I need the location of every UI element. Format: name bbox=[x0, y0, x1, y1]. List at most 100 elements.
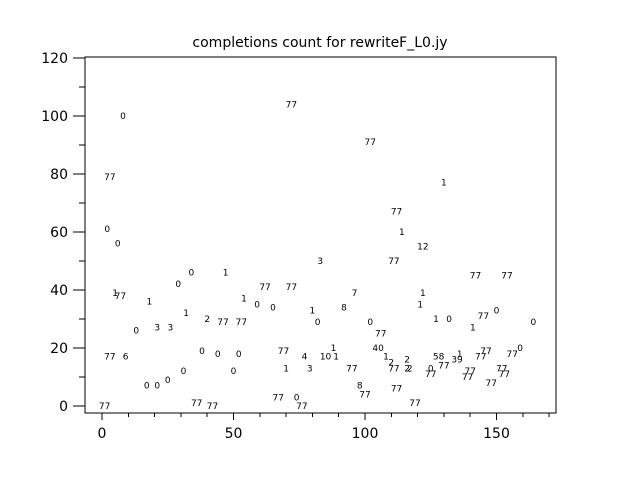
y-tick-label: 60 bbox=[50, 225, 68, 241]
data-point-label: 0 bbox=[199, 347, 205, 357]
data-point-label: 0 bbox=[133, 327, 139, 337]
data-point-label: 8 bbox=[357, 382, 363, 392]
data-point-label: 77 bbox=[425, 370, 436, 380]
chart-title: completions count for rewriteF_L0.jy bbox=[192, 35, 447, 51]
data-point-label: 77 bbox=[115, 292, 126, 302]
data-point-label: 0 bbox=[175, 280, 181, 290]
data-point-label: 1 bbox=[433, 315, 439, 325]
data-point-label: 77 bbox=[438, 361, 449, 371]
data-point-label: 1 bbox=[146, 298, 152, 308]
data-point-label: 77 bbox=[278, 347, 289, 357]
y-tick-label: 120 bbox=[41, 51, 68, 67]
data-point-label: 1 bbox=[241, 295, 247, 305]
data-point-label: 8 bbox=[341, 303, 347, 313]
data-point-label: 58 bbox=[433, 353, 445, 363]
data-point-label: 0 bbox=[367, 318, 373, 328]
data-point-label: 77 bbox=[286, 100, 297, 110]
data-point-label: 2 bbox=[388, 359, 394, 369]
data-point-label: 39 bbox=[451, 356, 463, 366]
data-point-label: 1 bbox=[420, 289, 426, 299]
data-point-label: 77 bbox=[462, 373, 473, 383]
data-point-label: 0 bbox=[428, 364, 434, 374]
data-point-label: 6 bbox=[123, 353, 129, 363]
data-point-label: 1 bbox=[183, 309, 189, 319]
data-point-label: 0 bbox=[181, 367, 187, 377]
data-point-label: 77 bbox=[391, 385, 402, 395]
data-point-label: 77 bbox=[388, 364, 399, 374]
data-point-label: 2 bbox=[204, 315, 210, 325]
data-point-label: 77 bbox=[507, 350, 518, 360]
data-point-label: 3 bbox=[154, 324, 160, 334]
data-point-label: 1 bbox=[223, 269, 229, 279]
data-point-label: 77 bbox=[501, 272, 512, 282]
x-tick-label: 0 bbox=[98, 426, 107, 442]
y-tick-label: 20 bbox=[50, 341, 68, 357]
data-point-label: 77 bbox=[499, 370, 510, 380]
data-point-label: 2 bbox=[404, 356, 410, 366]
data-point-label: 77 bbox=[480, 347, 491, 357]
data-point-label: 0 bbox=[236, 350, 242, 360]
data-point-label: 77 bbox=[391, 208, 402, 218]
data-point-label: 0 bbox=[231, 367, 237, 377]
data-point-label: 77 bbox=[496, 364, 507, 374]
data-point-label: 3 bbox=[168, 324, 174, 334]
data-point-label: 0 bbox=[254, 301, 260, 311]
data-point-label: 1 bbox=[283, 364, 289, 374]
data-point-label: 0 bbox=[315, 318, 321, 328]
x-tick-label: 100 bbox=[352, 426, 379, 442]
data-point-label: 0 bbox=[115, 240, 121, 250]
data-point-label: 0 bbox=[189, 269, 195, 279]
data-point-label: 77 bbox=[286, 283, 297, 293]
y-tick-label: 0 bbox=[59, 399, 68, 415]
data-point-label: 1 bbox=[441, 179, 447, 189]
data-point-label: 77 bbox=[365, 138, 376, 148]
y-tick-label: 40 bbox=[50, 283, 68, 299]
data-point-label: 77 bbox=[296, 402, 307, 412]
data-point-label: 1 bbox=[383, 353, 389, 363]
data-point-label: 0 bbox=[270, 303, 276, 313]
data-point-label: 0 bbox=[165, 376, 171, 386]
data-point-label: 0 bbox=[494, 306, 500, 316]
data-point-label: 1 bbox=[417, 301, 423, 311]
data-point-label: 2 bbox=[407, 364, 413, 374]
data-point-label: 77 bbox=[259, 283, 270, 293]
data-point-label: 0 bbox=[144, 382, 150, 392]
data-point-label: 77 bbox=[486, 379, 497, 389]
data-point-label: 77 bbox=[104, 173, 115, 183]
data-point-label: 0 bbox=[530, 318, 536, 328]
data-point-label: 77 bbox=[272, 393, 283, 403]
plot-border bbox=[84, 56, 557, 414]
data-point-label: 1 bbox=[333, 353, 339, 363]
data-point-label: 77 bbox=[236, 318, 247, 328]
y-tick-label: 80 bbox=[50, 167, 68, 183]
data-point-label: 77 bbox=[217, 318, 228, 328]
data-point-label: 0 bbox=[104, 225, 110, 235]
data-point-label: 0 bbox=[154, 382, 160, 392]
data-point-label: 12 bbox=[417, 243, 428, 253]
x-tick-label: 50 bbox=[225, 426, 243, 442]
y-tick-label: 100 bbox=[41, 109, 68, 125]
data-point-label: 7 bbox=[352, 289, 358, 299]
data-point-label: 0 bbox=[120, 112, 126, 122]
data-point-label: 77 bbox=[104, 353, 115, 363]
data-point-label: 4 bbox=[302, 353, 308, 363]
data-point-label: 77 bbox=[388, 257, 399, 267]
data-point-label: 77 bbox=[359, 390, 370, 400]
data-point-label: 77 bbox=[207, 402, 218, 412]
data-point-label: 77 bbox=[464, 367, 475, 377]
data-point-label: 0 bbox=[215, 350, 221, 360]
data-point-label: 77 bbox=[191, 399, 202, 409]
x-tick-label: 150 bbox=[483, 426, 510, 442]
data-point-label: 77 bbox=[470, 272, 481, 282]
data-point-label: 77 bbox=[375, 330, 386, 340]
data-point-label: 0 bbox=[446, 315, 452, 325]
data-point-label: 10 bbox=[320, 353, 332, 363]
data-point-label: 1 bbox=[470, 324, 476, 334]
data-point-label: 77 bbox=[99, 402, 110, 412]
data-point-label: 1 bbox=[399, 228, 405, 238]
data-point-label: 77 bbox=[475, 353, 486, 363]
